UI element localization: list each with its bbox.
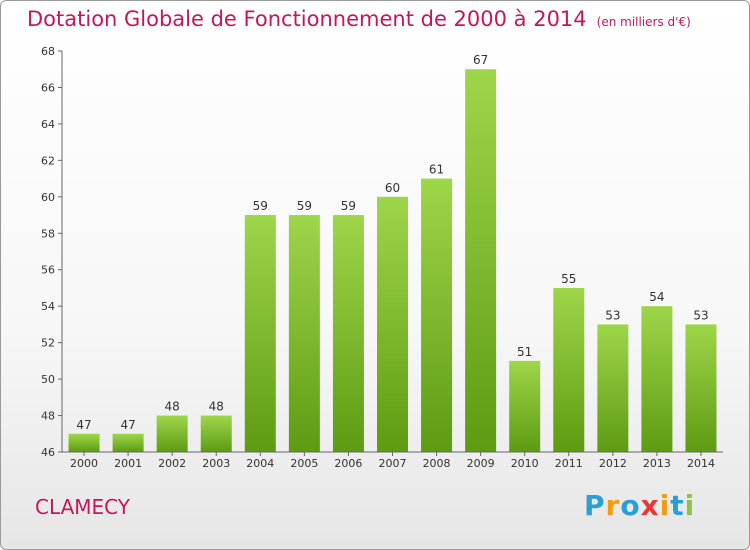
data-label-2013: 54 [649, 290, 664, 304]
y-tick-label: 56 [41, 264, 55, 277]
chart-title-text: Dotation Globale de Fonctionnement de 20… [27, 7, 587, 31]
y-tick-label: 64 [41, 118, 55, 131]
x-tick-label-2002: 2002 [158, 457, 186, 470]
logo-letter: i [684, 489, 696, 522]
data-label-2009: 67 [473, 53, 488, 67]
data-label-2007: 60 [385, 181, 400, 195]
y-tick-label: 58 [41, 227, 55, 240]
x-tick-label-2013: 2013 [643, 457, 671, 470]
data-label-2014: 53 [693, 308, 708, 322]
logo-letter: i [659, 489, 671, 522]
x-tick-label-2004: 2004 [246, 457, 274, 470]
x-tick-label-2011: 2011 [555, 457, 583, 470]
bar-2002 [156, 415, 188, 452]
bar-2009 [465, 69, 497, 453]
x-tick-label-2005: 2005 [290, 457, 318, 470]
y-tick-label: 48 [41, 410, 55, 423]
y-tick-label: 68 [41, 45, 55, 58]
bar-2008 [421, 178, 453, 452]
x-tick-label-2007: 2007 [379, 457, 407, 470]
bar-2001 [112, 433, 144, 452]
bar-2012 [597, 324, 629, 452]
bar-2010 [509, 360, 541, 452]
x-tick-label-2010: 2010 [511, 457, 539, 470]
data-label-2010: 51 [517, 345, 532, 359]
data-label-2006: 59 [341, 199, 356, 213]
bar-2000 [68, 433, 100, 452]
place-name: CLAMECY [35, 495, 130, 519]
data-label-2012: 53 [605, 308, 620, 322]
logo-letter: o [620, 489, 641, 522]
data-label-2005: 59 [297, 199, 312, 213]
bar-2013 [641, 306, 673, 452]
logo-letter: P [584, 489, 606, 522]
x-tick-label-2000: 2000 [70, 457, 98, 470]
chart-title: Dotation Globale de Fonctionnement de 20… [27, 7, 691, 31]
data-label-2003: 48 [209, 400, 224, 414]
logo-letter: t [670, 489, 685, 522]
y-tick-label: 54 [41, 300, 55, 313]
logo-letter: x [640, 489, 660, 522]
x-tick-label-2003: 2003 [202, 457, 230, 470]
bar-2006 [332, 215, 364, 452]
bar-2014 [685, 324, 717, 452]
y-tick-label: 52 [41, 337, 55, 350]
y-tick-label: 50 [41, 373, 55, 386]
data-label-2011: 55 [561, 272, 576, 286]
data-label-2000: 47 [76, 418, 91, 432]
proxiti-logo[interactable]: Proxiti [584, 489, 695, 522]
data-label-2004: 59 [253, 199, 268, 213]
y-tick-label: 46 [41, 446, 55, 459]
y-tick-label: 62 [41, 154, 55, 167]
x-tick-label-2001: 2001 [114, 457, 142, 470]
x-tick-label-2006: 2006 [334, 457, 362, 470]
chart-subtitle: (en milliers d'€) [596, 15, 691, 29]
x-tick-label-2008: 2008 [423, 457, 451, 470]
bar-2005 [288, 215, 320, 452]
bar-2003 [200, 415, 232, 452]
bar-2004 [244, 215, 276, 452]
y-tick-label: 60 [41, 191, 55, 204]
y-tick-label: 66 [41, 81, 55, 94]
bar-2011 [553, 287, 585, 452]
x-tick-label-2012: 2012 [599, 457, 627, 470]
bar-2007 [377, 196, 408, 452]
logo-letter: r [605, 489, 621, 522]
data-label-2001: 47 [120, 418, 135, 432]
data-label-2008: 61 [429, 163, 444, 177]
x-tick-label-2014: 2014 [687, 457, 715, 470]
x-tick-label-2009: 2009 [467, 457, 495, 470]
data-label-2002: 48 [165, 400, 180, 414]
